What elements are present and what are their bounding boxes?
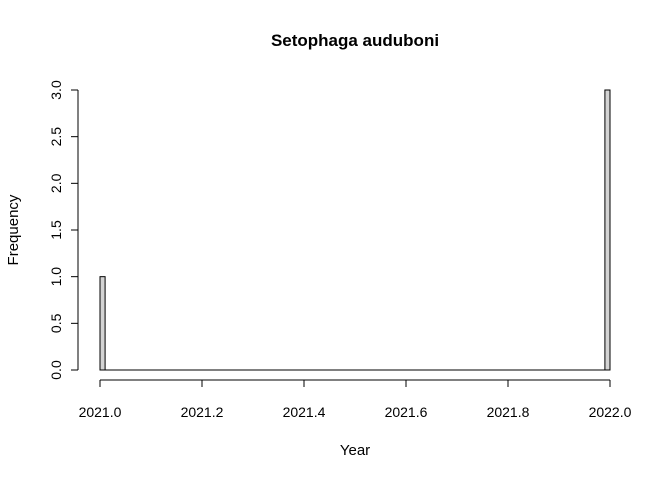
x-tick-label: 2021.6 bbox=[385, 404, 428, 420]
x-tick-label: 2022.0 bbox=[589, 404, 632, 420]
y-tick-label: 2.0 bbox=[48, 173, 64, 193]
chart-title: Setophaga auduboni bbox=[271, 31, 439, 50]
x-tick-label: 2021.2 bbox=[181, 404, 224, 420]
y-tick-label: 1.5 bbox=[48, 220, 64, 240]
y-axis: 0.0 0.5 1.0 1.5 2.0 2.5 3.0 bbox=[48, 80, 79, 380]
histogram-bar bbox=[99, 276, 106, 371]
histogram-bar bbox=[604, 89, 611, 371]
x-axis: 2021.0 2021.2 2021.4 2021.6 2021.8 2022.0 bbox=[79, 379, 632, 420]
y-tick-label: 0.0 bbox=[48, 360, 64, 380]
x-tick-label: 2021.0 bbox=[79, 404, 122, 420]
y-tick-label: 3.0 bbox=[48, 80, 64, 100]
y-tick-label: 2.5 bbox=[48, 127, 64, 147]
x-tick-label: 2021.4 bbox=[283, 404, 326, 420]
y-tick-label: 0.5 bbox=[48, 313, 64, 333]
y-axis-label: Frequency bbox=[5, 194, 22, 265]
y-tick-label: 1.0 bbox=[48, 267, 64, 287]
histogram-bars bbox=[99, 89, 611, 371]
x-tick-label: 2021.8 bbox=[487, 404, 530, 420]
x-axis-label: Year bbox=[340, 442, 370, 459]
